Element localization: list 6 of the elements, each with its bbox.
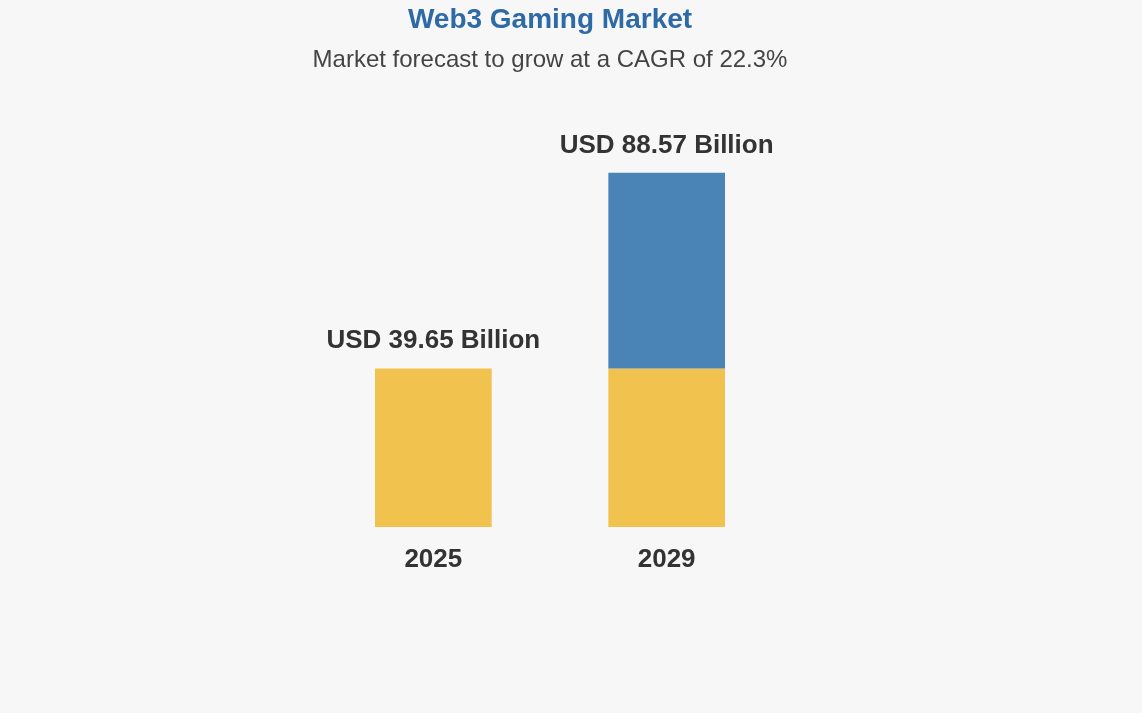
x-tick-label: 2025 (404, 542, 463, 573)
x-tick-label: 2029 (637, 542, 696, 573)
total-label: USD 88.57 Billion (559, 128, 774, 159)
chart-title: Web3 Gaming Market (407, 2, 693, 34)
data-label: USD 39.65 Billion (326, 324, 541, 355)
chart-subtitle: Market forecast to grow at a CAGR of 22.3% (312, 44, 788, 72)
